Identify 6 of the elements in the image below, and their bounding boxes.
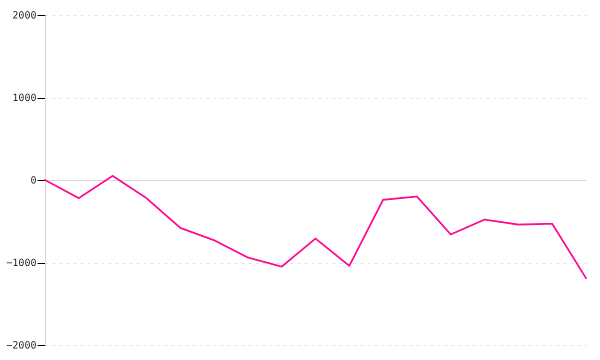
y-tick-label: −2000 (6, 340, 36, 352)
y-tick-label: 2000 (12, 10, 36, 22)
line-series (44, 174, 587, 280)
y-tick-label: 0 (30, 176, 36, 186)
y-tick-label: −1000 (6, 258, 36, 269)
y-tick-label: 1000 (12, 93, 36, 104)
